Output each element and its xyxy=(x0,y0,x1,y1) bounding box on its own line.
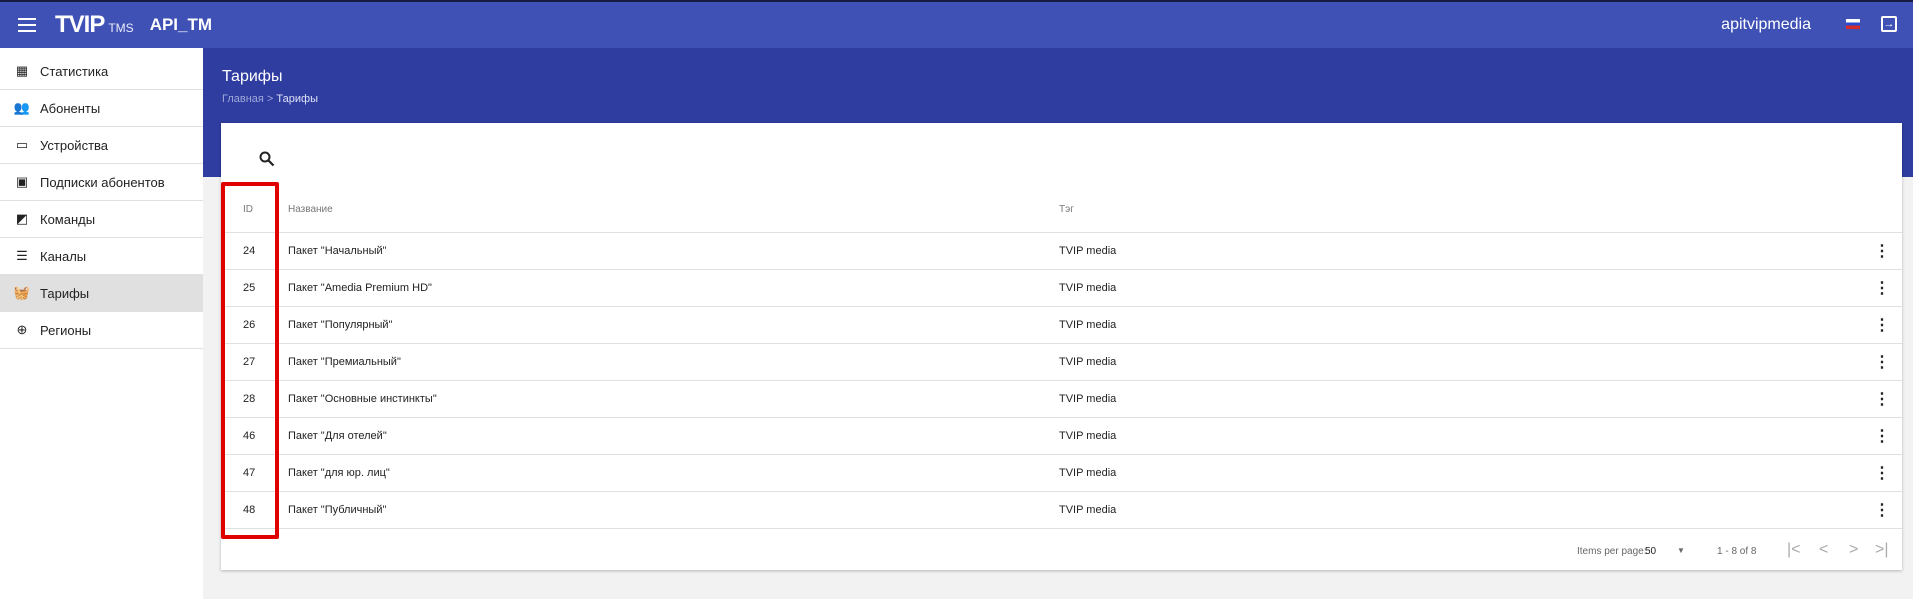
sidebar-item-6[interactable]: 🧺 Тарифы xyxy=(0,275,203,312)
cell-name: Пакет "Основные инстинкты" xyxy=(288,380,1059,418)
cell-name: Пакет "Начальный" xyxy=(288,232,1059,270)
tariffs-table: ID Название Тэг 24 Пакет "Начальный" TVIP … xyxy=(221,188,1902,529)
logo-text: TVIP xyxy=(55,11,105,38)
table-row[interactable]: 27 Пакет "Премиальный" TVIP media ⋮ xyxy=(221,343,1902,381)
monitor-icon: ▭ xyxy=(15,137,29,152)
top-bar: TVIP TMS API_TM apitvipmedia → xyxy=(0,0,1913,48)
subscription-icon: ▣ xyxy=(15,174,29,189)
cell-name: Пакет "Популярный" xyxy=(288,306,1059,344)
dashboard-icon: ▦ xyxy=(15,63,29,78)
column-header-tag[interactable]: Тэг xyxy=(1059,188,1862,233)
sidebar-item-0[interactable]: ▦ Статистика xyxy=(0,53,203,90)
breadcrumb: Главная > Тарифы xyxy=(222,93,318,105)
username[interactable]: apitvipmedia xyxy=(1721,16,1811,33)
cell-name: Пакет "Amedia Premium HD" xyxy=(288,269,1059,307)
items-per-page-label: Items per page: xyxy=(1577,546,1647,557)
more-vert-icon[interactable]: ⋮ xyxy=(1862,454,1902,492)
last-page-icon[interactable]: >| xyxy=(1875,541,1889,558)
cell-name: Пакет "для юр. лиц" xyxy=(288,454,1059,492)
basket-icon: 🧺 xyxy=(13,285,31,300)
cell-tag: TVIP media xyxy=(1059,269,1862,307)
more-vert-icon[interactable]: ⋮ xyxy=(1862,380,1902,418)
sidebar-item-label: Регионы xyxy=(40,322,92,338)
sidebar-item-1[interactable]: 👥 Абоненты xyxy=(0,90,203,127)
table-row[interactable]: 46 Пакет "Для отелей" TVIP media ⋮ xyxy=(221,417,1902,455)
app-name: API_TM xyxy=(149,15,213,34)
table-row[interactable]: 48 Пакет "Публичный" TVIP media ⋮ xyxy=(221,491,1902,529)
sidebar-item-3[interactable]: ▣ Подписки абонентов xyxy=(0,164,203,201)
table-row[interactable]: 47 Пакет "для юр. лиц" TVIP media ⋮ xyxy=(221,454,1902,492)
sidebar-item-label: Команды xyxy=(40,211,96,227)
paginator: Items per page: 50 ▼ 1 - 8 of 8 |< < > >… xyxy=(221,530,1902,570)
search-icon[interactable] xyxy=(259,151,275,167)
sidebar-item-label: Подписки абонентов xyxy=(40,174,165,190)
cell-tag: TVIP media xyxy=(1059,343,1862,381)
logo-sub: TMS xyxy=(108,21,134,35)
previous-page-icon[interactable]: < xyxy=(1819,541,1829,558)
table-row[interactable]: 26 Пакет "Популярный" TVIP media ⋮ xyxy=(221,306,1902,344)
table-row[interactable]: 25 Пакет "Amedia Premium HD" TVIP media ⋮ xyxy=(221,269,1902,307)
cell-name: Пакет "Премиальный" xyxy=(288,343,1059,381)
sidebar-item-2[interactable]: ▭ Устройства xyxy=(0,127,203,164)
sidebar-item-5[interactable]: ☰ Каналы xyxy=(0,238,203,275)
tariffs-card: ID Название Тэг 24 Пакет "Начальный" TVIP … xyxy=(221,123,1902,570)
cell-id: 47 xyxy=(221,454,288,492)
more-vert-icon[interactable]: ⋮ xyxy=(1862,306,1902,344)
column-header-name[interactable]: Название xyxy=(288,188,1059,233)
cell-tag: TVIP media xyxy=(1059,232,1862,270)
cell-id: 28 xyxy=(221,380,288,418)
sidebar-item-7[interactable]: ⊕ Регионы xyxy=(0,312,203,349)
cell-tag: TVIP media xyxy=(1059,380,1862,418)
russian-flag-icon[interactable] xyxy=(1846,19,1860,29)
globe-icon: ⊕ xyxy=(16,322,28,337)
cell-id: 48 xyxy=(221,491,288,529)
logout-icon[interactable]: → xyxy=(1881,16,1897,32)
cast-icon: ◩ xyxy=(15,211,29,226)
cell-id: 46 xyxy=(221,417,288,455)
sidebar-item-label: Тарифы xyxy=(40,285,90,301)
cell-tag: TVIP media xyxy=(1059,454,1862,492)
breadcrumb-home[interactable]: Главная xyxy=(222,93,264,105)
menu-icon[interactable] xyxy=(18,18,36,32)
cell-tag: TVIP media xyxy=(1059,417,1862,455)
channels-icon: ☰ xyxy=(16,248,28,263)
more-vert-icon[interactable]: ⋮ xyxy=(1862,343,1902,381)
breadcrumb-current: Тарифы xyxy=(276,93,318,105)
sidebar: ▦ Статистика 👥 Абоненты ▭ Устройства ▣ Подписки… xyxy=(0,48,203,599)
cell-name: Пакет "Публичный" xyxy=(288,491,1059,529)
first-page-icon[interactable]: |< xyxy=(1787,541,1801,558)
table-row[interactable]: 28 Пакет "Основные инстинкты" TVIP media ⋮ xyxy=(221,380,1902,418)
cell-name: Пакет "Для отелей" xyxy=(288,417,1059,455)
next-page-icon[interactable]: > xyxy=(1849,541,1859,558)
chevron-down-icon[interactable]: ▼ xyxy=(1677,546,1685,555)
cell-tag: TVIP media xyxy=(1059,306,1862,344)
cell-id: 25 xyxy=(221,269,288,307)
logo: TVIP TMS xyxy=(55,11,134,39)
sidebar-item-label: Абоненты xyxy=(40,100,101,116)
cell-id: 26 xyxy=(221,306,288,344)
page-title: Тарифы xyxy=(222,68,283,85)
table-row[interactable]: 24 Пакет "Начальный" TVIP media ⋮ xyxy=(221,232,1902,270)
more-vert-icon[interactable]: ⋮ xyxy=(1862,491,1902,529)
cell-id: 27 xyxy=(221,343,288,381)
more-vert-icon[interactable]: ⋮ xyxy=(1862,232,1902,270)
sidebar-item-label: Статистика xyxy=(40,63,109,79)
column-header-id[interactable]: ID xyxy=(221,188,288,233)
cell-id: 24 xyxy=(221,232,288,270)
more-vert-icon[interactable]: ⋮ xyxy=(1862,417,1902,455)
cell-tag: TVIP media xyxy=(1059,491,1862,529)
sidebar-item-label: Устройства xyxy=(40,137,109,153)
items-per-page-select[interactable]: 50 xyxy=(1645,546,1657,557)
range-label: 1 - 8 of 8 xyxy=(1717,546,1757,557)
people-icon: 👥 xyxy=(13,100,31,115)
sidebar-item-label: Каналы xyxy=(40,248,87,264)
more-vert-icon[interactable]: ⋮ xyxy=(1862,269,1902,307)
sidebar-item-4[interactable]: ◩ Команды xyxy=(0,201,203,238)
